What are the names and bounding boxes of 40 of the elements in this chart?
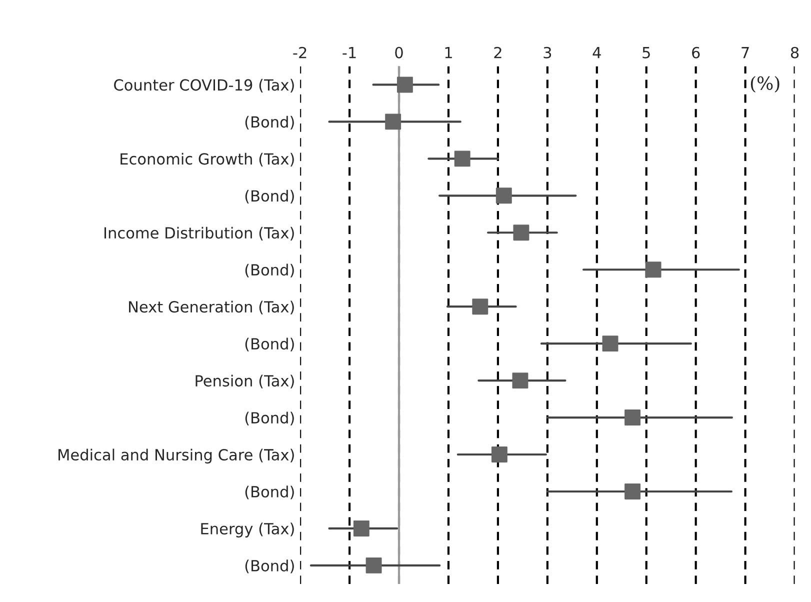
y-tick-label: (Bond) <box>245 486 294 500</box>
y-tick-label: Income Distribution (Tax) <box>104 226 294 240</box>
x-tick-label: 0 <box>395 46 403 58</box>
y-tick-label: Medical and Nursing Care (Tax) <box>58 448 294 464</box>
x-tick-label: 1 <box>445 47 452 58</box>
point <box>513 224 530 241</box>
annotation: (%) <box>750 76 780 93</box>
y-tick-label: (Bond) <box>245 412 294 426</box>
x-tick-label: 6 <box>692 46 700 58</box>
point <box>472 298 488 315</box>
x-tick-label: -2 <box>293 46 306 58</box>
y-tick-label: (Bond) <box>245 338 294 352</box>
point <box>645 262 662 278</box>
y-tick-label: Next Generation (Tax) <box>129 300 294 314</box>
x-tick-label: 5 <box>642 47 650 58</box>
x-tick-label: 4 <box>592 47 601 58</box>
x-tick-label: 8 <box>790 46 799 58</box>
x-tick-label: 2 <box>494 46 502 58</box>
x-tick-label: 3 <box>544 46 552 58</box>
y-tick-label: Pension (Tax) <box>196 374 294 388</box>
point <box>454 150 470 167</box>
y-tick-label: Counter COVID-19 (Tax) <box>114 78 294 93</box>
point <box>496 188 512 204</box>
point <box>385 114 402 130</box>
point <box>366 557 382 574</box>
x-tick-label: -1 <box>342 47 356 58</box>
point <box>396 76 413 93</box>
point <box>491 446 508 462</box>
point <box>624 484 640 500</box>
y-tick-label: (Bond) <box>245 116 294 130</box>
point <box>353 520 370 536</box>
y-tick-label: Economic Growth (Tax) <box>120 152 294 166</box>
point <box>602 336 618 352</box>
y-tick-label: Energy (Tax) <box>201 522 294 538</box>
point <box>512 372 528 389</box>
y-tick-label: (Bond) <box>245 264 294 278</box>
y-tick-label: (Bond) <box>245 560 294 574</box>
y-tick-label: (Bond) <box>245 190 294 204</box>
x-tick-label: 7 <box>742 47 749 58</box>
point <box>624 410 640 426</box>
